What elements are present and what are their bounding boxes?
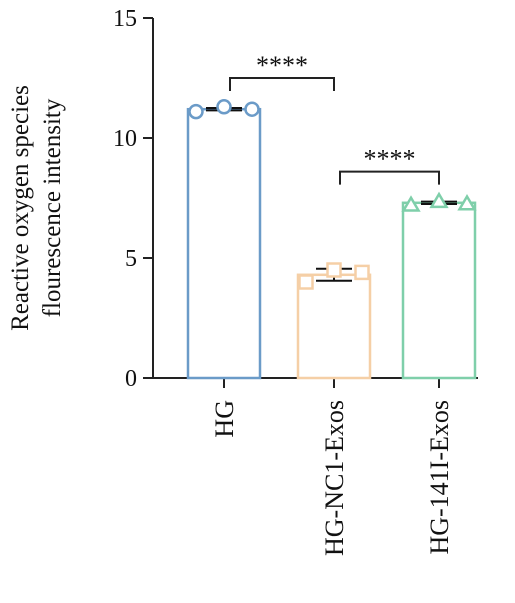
bars xyxy=(186,107,477,380)
x-tick-label: HG-NC1-Exos xyxy=(320,400,349,556)
x-tick-label: HG-141I-Exos xyxy=(425,400,454,555)
data-point xyxy=(298,274,314,290)
y-tick-label: 0 xyxy=(125,366,137,392)
data-point xyxy=(188,103,204,120)
y-axis-title: Reactive oxygen species flourescence inte… xyxy=(7,85,66,331)
data-point xyxy=(457,194,477,211)
data-point xyxy=(429,191,449,209)
data-point xyxy=(401,195,421,212)
significance-bracket xyxy=(229,77,335,91)
bar xyxy=(186,107,262,380)
y-axis-title-line: Reactive oxygen species xyxy=(7,85,34,331)
data-point xyxy=(216,99,232,115)
bar xyxy=(401,201,477,380)
y-tick-label: 5 xyxy=(125,246,137,272)
data-point xyxy=(326,262,342,278)
data-points xyxy=(188,99,477,290)
significance-bracket xyxy=(339,170,440,185)
significance-label: **** xyxy=(256,51,308,80)
significance-brackets: **** **** xyxy=(229,51,440,185)
error-bars xyxy=(206,107,457,282)
y-tick-label: 10 xyxy=(113,126,137,152)
bar xyxy=(296,273,372,380)
y-axis-title-line: flourescence intensity xyxy=(39,98,66,317)
x-tick-label: HG xyxy=(210,400,239,438)
data-point xyxy=(354,264,370,281)
significance-label: **** xyxy=(364,145,416,174)
data-point xyxy=(244,101,260,117)
y-tick-label: 15 xyxy=(113,6,137,32)
x-tick-labels: HG HG-NC1-Exos HG-141I-Exos xyxy=(210,400,454,556)
